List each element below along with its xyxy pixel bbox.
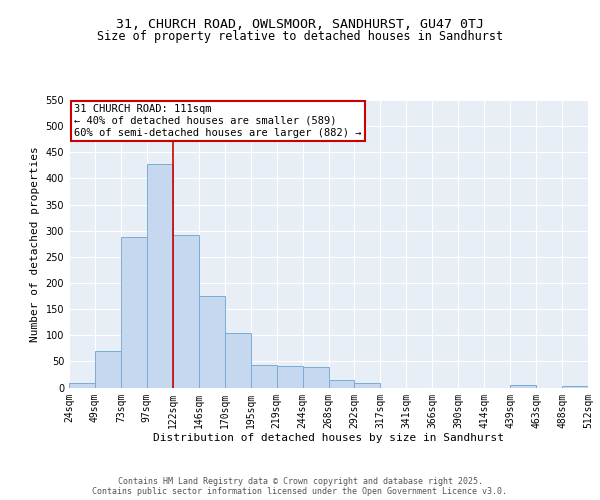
Text: 31 CHURCH ROAD: 111sqm
← 40% of detached houses are smaller (589)
60% of semi-de: 31 CHURCH ROAD: 111sqm ← 40% of detached… <box>74 104 362 138</box>
Bar <box>329 380 355 388</box>
Bar <box>147 164 173 388</box>
Bar <box>69 384 95 388</box>
Bar <box>277 366 302 388</box>
Bar <box>510 386 536 388</box>
Text: Size of property relative to detached houses in Sandhurst: Size of property relative to detached ho… <box>97 30 503 43</box>
X-axis label: Distribution of detached houses by size in Sandhurst: Distribution of detached houses by size … <box>153 433 504 443</box>
Bar <box>95 351 121 388</box>
Bar <box>562 386 588 388</box>
Bar <box>225 332 251 388</box>
Bar <box>251 365 277 388</box>
Bar <box>199 296 224 388</box>
Text: Contains HM Land Registry data © Crown copyright and database right 2025.
Contai: Contains HM Land Registry data © Crown c… <box>92 476 508 496</box>
Bar <box>355 384 380 388</box>
Bar <box>302 367 329 388</box>
Bar <box>173 235 199 388</box>
Y-axis label: Number of detached properties: Number of detached properties <box>30 146 40 342</box>
Text: 31, CHURCH ROAD, OWLSMOOR, SANDHURST, GU47 0TJ: 31, CHURCH ROAD, OWLSMOOR, SANDHURST, GU… <box>116 18 484 30</box>
Bar <box>121 237 147 388</box>
